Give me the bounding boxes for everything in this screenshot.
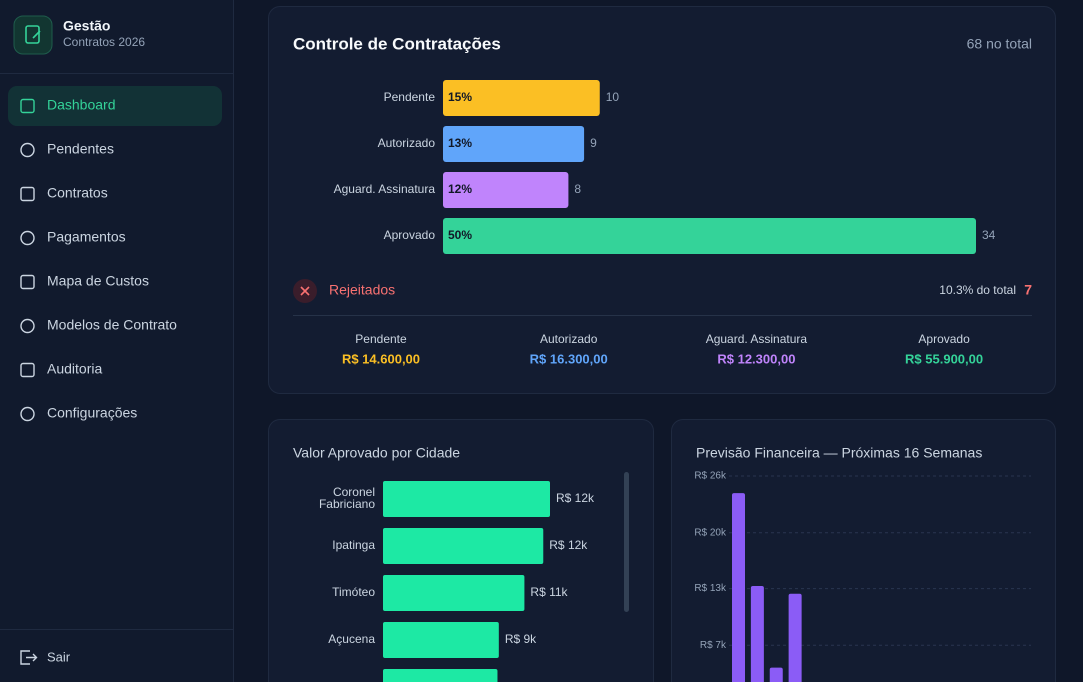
forecast-canvas: Previsão Financeira — Próximas 16 Semana… (694, 445, 1031, 682)
nav-icon (20, 142, 35, 158)
value-label: 10 (606, 90, 620, 104)
nav-item[interactable]: Auditoria (47, 361, 102, 377)
bar (443, 172, 569, 208)
category-label: Autorizado (378, 136, 436, 150)
rejected-share: 10.3% do total (939, 283, 1016, 297)
summary-label: Autorizado (540, 332, 598, 346)
category-label: Açucena (328, 632, 375, 646)
chart-title: Previsão Financeira — Próximas 16 Semana… (696, 445, 982, 461)
value-label: 8 (574, 182, 581, 196)
brand-subtitle: Contratos 2026 (63, 35, 145, 49)
panel-title: Controle de Contratações (293, 34, 501, 53)
category-label: Ipatinga (332, 538, 375, 552)
nav-icon (20, 362, 35, 378)
summary-amount: R$ 12.300,00 (717, 351, 795, 366)
summary-label: Pendente (355, 332, 407, 346)
y-tick-label: R$ 20k (694, 527, 727, 538)
bar (750, 585, 764, 682)
bar (443, 80, 600, 116)
share-label: 12% (448, 182, 472, 196)
nav-icon (20, 406, 35, 422)
rejected-count: 7 (1024, 282, 1032, 298)
bar (383, 481, 550, 517)
logout-icon (20, 650, 38, 665)
nav-active-bg (8, 86, 222, 126)
value-label: 9 (590, 136, 597, 150)
y-tick-label: R$ 26k (694, 471, 727, 482)
rejected-label: Rejeitados (329, 282, 395, 298)
logo-icon (25, 25, 40, 44)
brand-title: Gestão (63, 18, 110, 34)
nav-icon (20, 318, 35, 334)
city-panel: Valor Aprovado por Cidade Coronel Fabrici… (268, 419, 654, 682)
city-canvas: Valor Aprovado por Cidade Coronel Fabrici… (293, 445, 629, 682)
category-label: Timóteo (332, 585, 375, 599)
bar (383, 622, 499, 658)
value-label: R$ 9k (505, 632, 537, 646)
bar (383, 575, 525, 611)
y-tick-label: R$ 13k (694, 583, 727, 594)
nav-item[interactable]: Contratos (47, 185, 108, 201)
summary-label: Aprovado (918, 332, 970, 346)
bar (788, 593, 802, 682)
bar (443, 126, 585, 162)
sidebar: Gestão Contratos 2026 Sair Dashboard Pend… (0, 0, 234, 682)
value-label: R$ 12k (556, 491, 595, 505)
logout[interactable]: Sair (47, 649, 71, 664)
share-label: 13% (448, 136, 472, 150)
chart-title: Valor Aprovado por Cidade (293, 445, 460, 461)
summary-amount: R$ 16.300,00 (530, 351, 608, 366)
bar (732, 493, 745, 682)
rejected-cross (300, 286, 310, 296)
total: 68 no total (967, 36, 1032, 52)
category-label: Coronel Fabriciano (319, 485, 375, 511)
bar (383, 669, 498, 682)
category-label: Pendente (384, 90, 436, 104)
scrollbar[interactable] (624, 472, 629, 612)
nav-item[interactable]: Configurações (47, 405, 137, 421)
nav-item[interactable]: Modelos de Contrato (47, 317, 177, 333)
bar (769, 667, 783, 682)
category-label: Aprovado (384, 228, 436, 242)
nav-icon (20, 230, 35, 246)
nav-icon (20, 186, 35, 202)
value-label: 34 (982, 228, 996, 242)
share-label: 50% (448, 228, 472, 242)
nav-item[interactable]: Pendentes (47, 141, 114, 157)
category-label: Aguard. Assinatura (334, 182, 436, 196)
sidebar-canvas: Gestão Contratos 2026 Sair Dashboard Pend… (0, 15, 234, 665)
summary-label: Aguard. Assinatura (706, 332, 808, 346)
share-label: 15% (448, 90, 472, 104)
status-panel: Controle de Contratações 68 no total Rej… (268, 6, 1056, 394)
summary-amount: R$ 14.600,00 (342, 351, 420, 366)
logo-pen (32, 30, 41, 39)
nav-icon (20, 98, 35, 114)
nav-item[interactable]: Pagamentos (47, 229, 126, 245)
bar (383, 528, 544, 564)
value-label: R$ 11k (530, 585, 568, 599)
nav-icon (20, 274, 35, 290)
value-label: R$ 12k (549, 538, 588, 552)
bar (443, 218, 976, 254)
nav-item[interactable]: Dashboard (47, 97, 116, 113)
status-canvas: Controle de Contratações 68 no total Rej… (293, 34, 1032, 366)
summary-amount: R$ 55.900,00 (905, 351, 983, 366)
forecast-panel: Previsão Financeira — Próximas 16 Semana… (671, 419, 1056, 682)
brand-logo (13, 15, 53, 55)
nav-item[interactable]: Mapa de Custos (47, 273, 149, 289)
y-tick-label: R$ 7k (700, 640, 727, 651)
